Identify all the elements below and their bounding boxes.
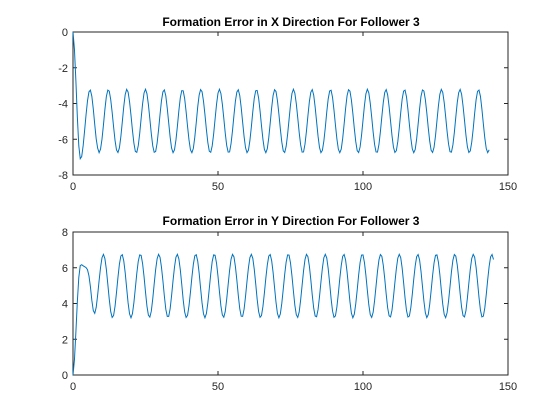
x-tick-label: 0 <box>70 181 76 193</box>
y-axis: 0 2 4 6 8 <box>62 227 508 382</box>
x-tick-label: 100 <box>354 381 372 393</box>
x-axis: 0 50 100 150 <box>70 32 517 193</box>
y-tick-label: 8 <box>62 227 68 239</box>
subplot-y-error: Formation Error in Y Direction For Follo… <box>62 214 517 393</box>
x-tick-label: 50 <box>212 381 224 393</box>
y-tick-label: 2 <box>62 334 68 346</box>
y-tick-label: 0 <box>62 27 68 39</box>
x-tick-label: 50 <box>212 181 224 193</box>
y-tick-label: -8 <box>58 170 68 182</box>
y-tick-label: 6 <box>62 263 68 275</box>
y-axis: -8 -6 -4 -2 0 <box>58 27 508 182</box>
y-tick-label: -4 <box>58 99 68 111</box>
chart-title: Formation Error in X Direction For Follo… <box>162 15 420 29</box>
x-tick-label: 100 <box>354 181 372 193</box>
series-line-x-error <box>72 31 490 161</box>
x-tick-label: 0 <box>70 381 76 393</box>
x-tick-label: 150 <box>499 381 517 393</box>
x-axis: 0 50 100 150 <box>70 232 517 393</box>
y-tick-label: -2 <box>58 63 68 75</box>
series-line-y-error <box>72 252 494 376</box>
y-tick-label: 4 <box>62 299 68 311</box>
y-tick-label: 0 <box>62 370 68 382</box>
x-tick-label: 150 <box>499 181 517 193</box>
chart-title: Formation Error in Y Direction For Follo… <box>163 214 420 228</box>
y-tick-label: -6 <box>58 134 68 146</box>
subplot-x-error: Formation Error in X Direction For Follo… <box>58 15 517 193</box>
